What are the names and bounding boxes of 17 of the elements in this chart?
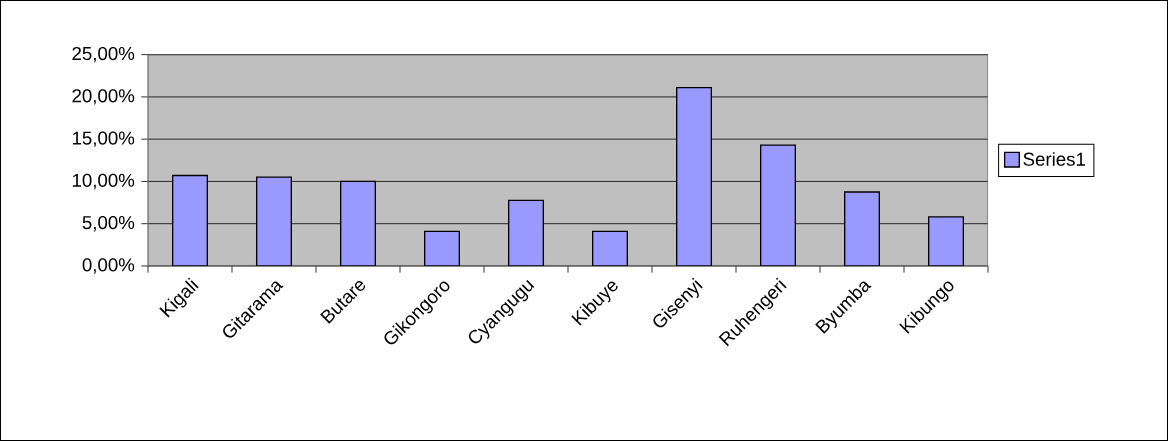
bar <box>339 180 376 266</box>
y-tick-label: 5,00% <box>82 216 135 232</box>
y-tick-label: 25,00% <box>72 46 135 63</box>
bar <box>760 144 797 266</box>
bar <box>171 174 208 266</box>
y-tick-label: 10,00% <box>72 173 135 190</box>
bar <box>424 230 460 266</box>
legend-label: Series1 <box>1023 152 1085 166</box>
bar <box>592 230 629 266</box>
y-tick-label: 20,00% <box>72 89 135 105</box>
bar <box>844 191 881 266</box>
y-tick-label: 0,00% <box>82 258 135 274</box>
y-tick-label: 15,00% <box>72 131 135 147</box>
bar <box>508 199 545 266</box>
bar <box>255 176 292 266</box>
bar <box>928 216 965 266</box>
bar <box>676 86 713 266</box>
